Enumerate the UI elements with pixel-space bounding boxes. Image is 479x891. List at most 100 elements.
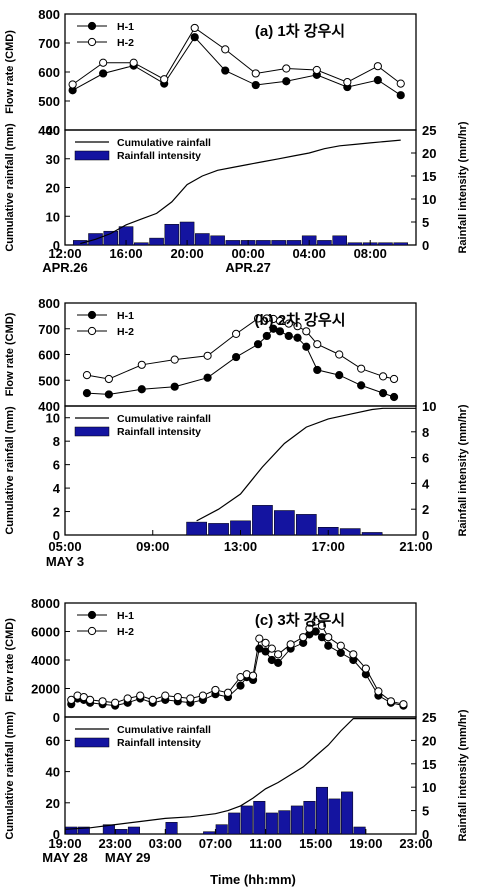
y-tick-label: 600: [38, 65, 60, 80]
series-point-h-2: [317, 621, 327, 630]
rainfall-intensity-bar: [295, 514, 317, 536]
y2-tick-label: 0: [422, 238, 429, 253]
rainfall-intensity-bar: [164, 224, 180, 246]
date-label: APR.27: [225, 260, 271, 275]
series-point-h-2: [104, 374, 113, 384]
rainfall-intensity-bar: [361, 532, 383, 536]
y-tick-label: 40: [46, 765, 60, 780]
series-point-h-1: [357, 381, 366, 390]
series-point-h-2: [82, 371, 92, 380]
series-point-h-2: [98, 697, 107, 706]
series-point-h-2: [129, 58, 138, 67]
date-label: MAY 28: [42, 850, 88, 865]
series-point-h-2: [275, 316, 285, 326]
x-tick-label: 16:00: [109, 246, 142, 261]
legend-intensity-swatch: [74, 150, 110, 161]
series-point-h-2: [396, 79, 405, 88]
x-tick-label: 19:00: [349, 836, 382, 851]
x-tick-label: 23:00: [399, 836, 432, 851]
series-point-h-1: [253, 340, 263, 349]
y-tick-label: 700: [38, 36, 60, 51]
legend-swatch-marker: [87, 310, 97, 320]
series-point-h-2: [248, 671, 258, 680]
series-point-h-2: [253, 314, 263, 323]
rainfall-intensity-bar: [228, 812, 241, 835]
panel-a-flow: 400 500 600 700 800 H-1 H-2 (a) 1차 강우시 Flow rate…: [4, 7, 417, 138]
series-point-h-2: [312, 65, 321, 75]
y-tick-label: 800: [38, 7, 60, 22]
series-point-h-2: [305, 624, 314, 633]
rainfall-intensity-bar: [195, 233, 210, 246]
series-point-h-1: [335, 371, 344, 380]
y-axis-title: Cumulative rainfall (mm): [4, 711, 16, 840]
series-point-h-1: [274, 658, 283, 667]
rainfall-intensity-bar: [332, 235, 347, 246]
series-point-h-1: [190, 33, 199, 42]
rainfall-intensity-bar: [208, 523, 229, 536]
y-tick-label: 0: [53, 528, 60, 543]
legend-swatch-marker: [87, 37, 97, 47]
y-tick-label: 400: [38, 123, 60, 138]
series-line-h-2: [72, 27, 402, 85]
y-tick-label: 8000: [31, 596, 60, 611]
series-point-h-1: [282, 77, 291, 86]
y-axis-title: Cumulative rainfall (mm): [4, 406, 16, 535]
y-tick-label: 4: [53, 481, 61, 496]
panel-title: (c) 3차 강우시: [255, 611, 345, 629]
y-tick-label: 400: [38, 399, 60, 414]
series-point-h-1: [389, 392, 399, 402]
y-tick-label: 8: [53, 434, 60, 449]
y2-tick-label: 0: [422, 827, 429, 842]
x-tick-label: 07:00: [199, 836, 232, 851]
series-point-h-1: [203, 373, 212, 382]
y2-tick-label: 25: [422, 710, 436, 725]
y-tick-label: 0: [53, 238, 60, 253]
x-tick-label: 03:00: [149, 836, 182, 851]
y2-axis-title: Rainfall intensity (mm/hr): [457, 121, 469, 253]
series-point-h-2: [223, 688, 233, 697]
cumulative-rainfall-line: [64, 717, 416, 830]
series-point-h-2: [311, 617, 320, 626]
series-point-h-2: [373, 62, 382, 71]
series-point-h-2: [173, 692, 182, 702]
legend-intensity-label: Rainfall intensity: [117, 737, 201, 749]
series-line-h-1: [86, 328, 395, 398]
rainfall-intensity-bar: [317, 240, 332, 246]
y2-tick-label: 10: [422, 399, 436, 414]
y-tick-label: 10: [46, 411, 60, 426]
rainfall-intensity-bar: [65, 826, 78, 835]
rainfall-intensity-bar: [286, 240, 302, 246]
series-point-h-1: [262, 331, 271, 341]
rainfall-intensity-bar: [256, 240, 271, 246]
legend-swatch-marker: [87, 610, 97, 620]
y2-tick-label: 10: [422, 192, 436, 207]
y-tick-label: 700: [38, 322, 60, 337]
legend-swatch-marker: [87, 21, 97, 31]
rainfall-intensity-bar: [353, 826, 366, 835]
series-point-h-2: [267, 644, 276, 653]
rainfall-intensity-bar: [210, 235, 225, 246]
x-tick-label: 04:00: [293, 246, 326, 261]
date-label: APR.26: [42, 260, 88, 275]
series-point-h-1: [232, 352, 241, 362]
y-tick-label: 20: [46, 796, 60, 811]
y-tick-label: 6000: [31, 625, 60, 640]
y-tick-label: 800: [38, 296, 60, 311]
y-tick-label: 2000: [31, 682, 60, 697]
legend-cumulative-label: Cumulative rainfall: [117, 413, 211, 425]
y-tick-label: 2: [53, 505, 60, 520]
series-point-h-2: [282, 64, 291, 73]
x-tick-label: 21:00: [399, 539, 432, 554]
y-tick-label: 60: [46, 733, 60, 748]
legend-intensity-swatch: [74, 737, 110, 748]
series-point-h-2: [274, 650, 283, 659]
series-point-h-1: [99, 69, 108, 78]
series-point-h-2: [123, 694, 132, 703]
legend-swatch-marker: [87, 626, 97, 636]
legend-label: H-2: [117, 37, 134, 49]
series-point-h-2: [324, 633, 333, 642]
y2-tick-label: 20: [422, 733, 436, 748]
series-point-h-2: [161, 691, 170, 700]
